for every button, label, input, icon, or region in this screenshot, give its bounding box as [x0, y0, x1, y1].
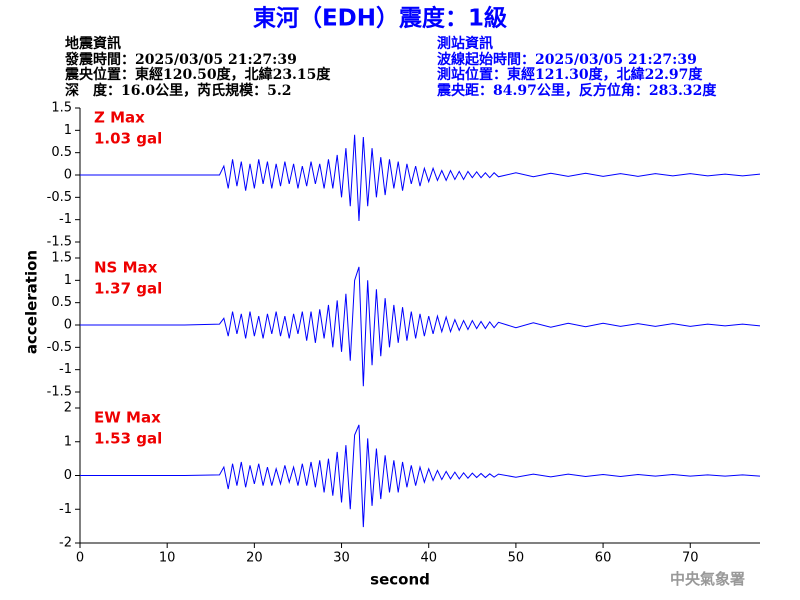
y-tick-label: 0.5	[51, 145, 72, 160]
info-right: 波線起始時間：2025/03/05 21:27:39	[437, 51, 697, 68]
waveform	[80, 134, 761, 222]
x-tick-label: 40	[420, 551, 437, 566]
y-tick-label: -1.5	[47, 235, 72, 250]
title: 東河（EDH）震度：1級	[253, 5, 507, 32]
y-tick-label: -0.5	[47, 190, 72, 205]
x-tick-label: 50	[508, 551, 525, 566]
waveform	[80, 266, 761, 387]
y-tick-label: -1.5	[47, 385, 72, 400]
info-left: 地震資訊	[65, 35, 121, 52]
y-tick-label: 2	[64, 401, 72, 416]
x-tick-label: 0	[76, 551, 84, 566]
panel-label: 1.03 gal	[94, 130, 162, 148]
y-tick-label: 1	[64, 434, 72, 449]
y-tick-label: 1.5	[51, 101, 72, 116]
y-tick-label: 0	[64, 468, 72, 483]
info-right: 震央距：84.97公里，反方位角：283.32度	[436, 82, 717, 99]
x-tick-label: 60	[595, 551, 612, 566]
x-tick-label: 10	[159, 551, 176, 566]
y-tick-label: -1	[59, 212, 72, 227]
x-axis-label: second	[370, 571, 430, 589]
y-tick-label: 1	[64, 123, 72, 138]
panel-label: 1.53 gal	[94, 430, 162, 448]
y-tick-label: 1	[64, 273, 72, 288]
x-tick-label: 20	[246, 551, 263, 566]
y-tick-label: -0.5	[47, 340, 72, 355]
info-left: 發震時間：2025/03/05 21:27:39	[64, 51, 297, 68]
y-tick-label: 0.5	[51, 295, 72, 310]
info-left: 震央位置：東經120.50度，北緯23.15度	[64, 66, 331, 83]
y-tick-label: 0	[64, 318, 72, 333]
info-right: 測站資訊	[437, 35, 493, 52]
y-tick-label: -1	[59, 502, 72, 517]
panel-label: EW Max	[94, 409, 161, 427]
panel-label: 1.37 gal	[94, 280, 162, 298]
y-tick-label: -1	[59, 362, 72, 377]
waveform	[80, 424, 761, 528]
x-tick-label: 70	[682, 551, 699, 566]
panel-label: Z Max	[94, 109, 145, 127]
info-left: 深 度：16.0公里，芮氏規模：5.2	[65, 82, 291, 99]
x-tick-label: 30	[333, 551, 350, 566]
y-tick-label: 1.5	[51, 251, 72, 266]
y-tick-label: -2	[59, 536, 72, 551]
y-axis-label: acceleration	[23, 250, 41, 354]
watermark: 中央氣象署	[670, 570, 745, 588]
info-right: 測站位置：東經121.30度，北緯22.97度	[437, 66, 703, 83]
y-tick-label: 0	[64, 168, 72, 183]
panel-label: NS Max	[94, 259, 158, 277]
